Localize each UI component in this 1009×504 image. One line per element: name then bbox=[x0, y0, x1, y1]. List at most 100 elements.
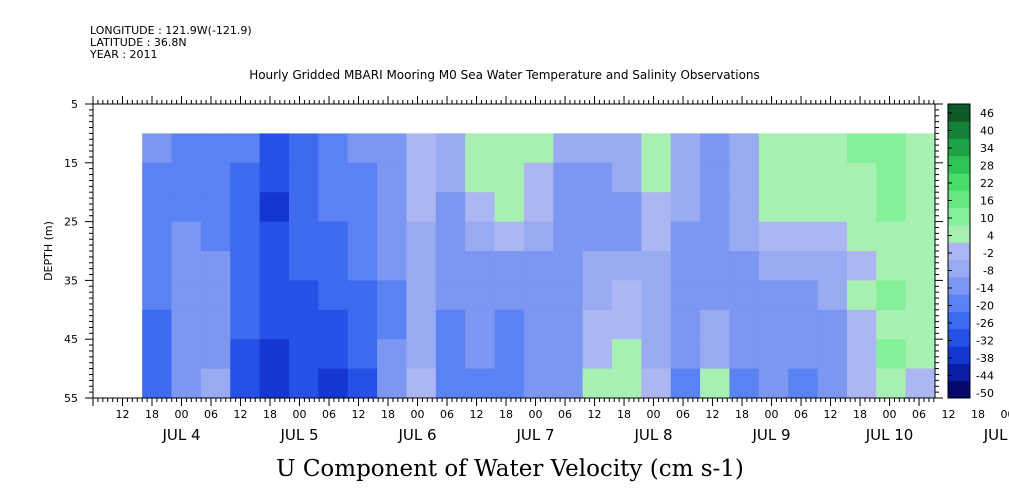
heatmap-cell bbox=[142, 192, 173, 223]
heatmap-cell bbox=[465, 251, 496, 281]
heatmap-cell bbox=[230, 221, 261, 252]
heatmap-cell bbox=[876, 221, 907, 252]
heatmap-cell bbox=[406, 192, 437, 223]
y-axis-label: DEPTH (m) bbox=[42, 221, 55, 281]
heatmap-cell bbox=[582, 309, 613, 340]
heatmap-cell bbox=[200, 221, 231, 252]
heatmap-cell bbox=[494, 368, 525, 398]
colorbar-swatch bbox=[948, 328, 970, 347]
heatmap-cell bbox=[553, 251, 584, 281]
colorbar-frame bbox=[947, 103, 971, 399]
heatmap-cell bbox=[377, 368, 408, 398]
heatmap-cell bbox=[876, 251, 907, 281]
heatmap-cell bbox=[817, 192, 848, 223]
heatmap-cell bbox=[494, 133, 525, 164]
heatmap-cell bbox=[288, 221, 319, 252]
heatmap-cell bbox=[905, 192, 935, 223]
heatmap-cell bbox=[846, 309, 877, 340]
heatmap-cell bbox=[142, 339, 173, 370]
y-axis: 5 15 25 35 45 55 bbox=[64, 98, 943, 405]
heatmap-cell bbox=[817, 133, 848, 164]
heatmap-cell bbox=[377, 162, 408, 193]
heatmap-cell bbox=[553, 309, 584, 340]
heatmap-cell bbox=[758, 133, 789, 164]
y-tick-label: 25 bbox=[64, 216, 78, 229]
heatmap-cell bbox=[406, 251, 437, 281]
x-tick-label: 00 bbox=[1001, 408, 1009, 421]
x-date-label: JUL 10 bbox=[865, 426, 914, 444]
heatmap-cell bbox=[905, 133, 935, 164]
heatmap-cell bbox=[729, 280, 760, 311]
heatmap-cell bbox=[729, 251, 760, 281]
heatmap-cell bbox=[729, 339, 760, 370]
heatmap-cell bbox=[758, 309, 789, 340]
colorbar-swatch bbox=[948, 121, 970, 139]
heatmap-cell bbox=[582, 339, 613, 370]
heatmap-cell bbox=[670, 280, 701, 311]
heatmap-cell bbox=[523, 368, 554, 398]
colorbar-swatch bbox=[948, 259, 970, 278]
heatmap-cell bbox=[288, 309, 319, 340]
x-axis: 12 18 00 06 12 18 00 06 12 18 00 06 12 18 00 06 12 18 00 06… bbox=[92, 96, 1009, 444]
heatmap-cell bbox=[612, 162, 642, 193]
heatmap-cell bbox=[641, 162, 672, 193]
heatmap-cell bbox=[758, 221, 789, 252]
colorbar-label: -20 bbox=[976, 300, 994, 313]
heatmap-cell bbox=[817, 162, 848, 193]
heatmap-cell bbox=[288, 280, 319, 311]
heatmap-cell bbox=[553, 162, 584, 193]
heatmap-cell bbox=[230, 251, 261, 281]
colorbar-swatch bbox=[948, 294, 970, 312]
heatmap-cell bbox=[435, 251, 466, 281]
heatmap-cell bbox=[582, 162, 613, 193]
heatmap-cell bbox=[612, 368, 642, 398]
heatmap-cell bbox=[259, 368, 290, 398]
heatmap-cell bbox=[817, 251, 848, 281]
x-date-label: JUL 11 bbox=[983, 426, 1009, 444]
heatmap-cell bbox=[788, 192, 819, 223]
heatmap-cell bbox=[788, 368, 819, 398]
heatmap-cell bbox=[905, 251, 935, 281]
latitude-label: LATITUDE : 36.8N bbox=[90, 36, 187, 49]
colorbar-label: -14 bbox=[976, 282, 994, 295]
heatmap-cell bbox=[494, 251, 525, 281]
heatmap-cell bbox=[523, 162, 554, 193]
heatmap-cell bbox=[288, 339, 319, 370]
x-tick-label: 18 bbox=[263, 408, 277, 421]
heatmap-cell bbox=[347, 309, 378, 340]
y-tick-label: 55 bbox=[64, 392, 78, 405]
heatmap-cell bbox=[553, 133, 584, 164]
heatmap-cell bbox=[435, 192, 466, 223]
heatmap-cell bbox=[142, 221, 173, 252]
y-tick-label: 45 bbox=[64, 333, 78, 346]
heatmap-cell bbox=[523, 251, 554, 281]
heatmap-cell bbox=[259, 162, 290, 193]
colorbar-label: -38 bbox=[976, 352, 994, 365]
colorbar-swatch bbox=[948, 173, 970, 191]
heatmap-cell bbox=[553, 221, 584, 252]
heatmap-cell bbox=[171, 192, 202, 223]
heatmap-cell bbox=[758, 368, 789, 398]
colorbar-swatch bbox=[948, 242, 970, 261]
heatmap-cell bbox=[582, 221, 613, 252]
heatmap-cell bbox=[817, 339, 848, 370]
heatmap-cell bbox=[230, 339, 261, 370]
heatmap-cell bbox=[142, 280, 173, 311]
colorbar-label: -2 bbox=[983, 247, 994, 260]
colorbar-label: 46 bbox=[980, 107, 994, 120]
x-tick-label: 18 bbox=[381, 408, 395, 421]
x-tick-label: 00 bbox=[411, 408, 425, 421]
heatmap-cell bbox=[846, 162, 877, 193]
heatmap-cell bbox=[494, 192, 525, 223]
heatmap-cell bbox=[230, 162, 261, 193]
heatmap-cell bbox=[729, 368, 760, 398]
heatmap-cell bbox=[347, 251, 378, 281]
heatmap-cell bbox=[523, 339, 554, 370]
heatmap-cell bbox=[582, 133, 613, 164]
heatmap-cell bbox=[435, 368, 466, 398]
colorbar-label: 22 bbox=[980, 177, 994, 190]
heatmap-cell bbox=[876, 368, 907, 398]
colorbar: 46 40 34 28 22 16 10 4 -2 -8 -14 -20 -26 -32 -38 -44 -50 bbox=[947, 103, 994, 400]
heatmap-cell bbox=[171, 251, 202, 281]
colorbar-label: 16 bbox=[980, 195, 994, 208]
